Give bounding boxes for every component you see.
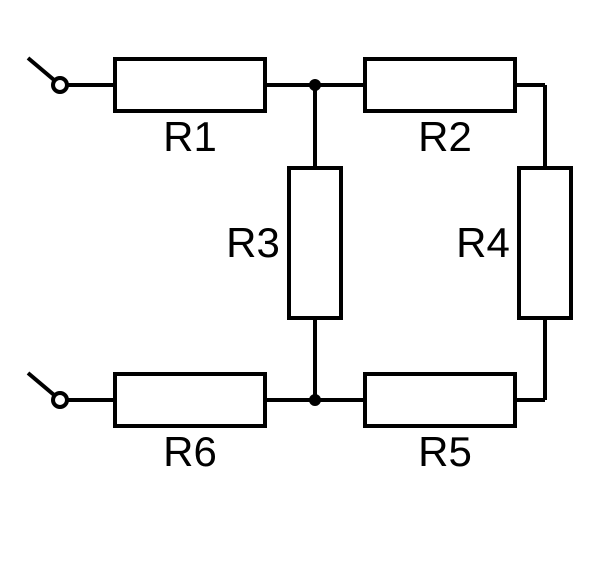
resistor-label-R2: R2 [418,113,472,160]
resistor-R4 [519,168,571,318]
terminal-0 [53,78,67,92]
node-1 [309,394,321,406]
circuit-diagram: R1 R2 R3 R4 R5 R6 [0,0,604,567]
resistor-label-R6: R6 [163,428,217,475]
resistor-R1 [115,59,265,111]
resistor-R2 [365,59,515,111]
resistor-R5 [365,374,515,426]
terminal-1 [53,393,67,407]
resistor-R3 [289,168,341,318]
resistor-R6 [115,374,265,426]
resistor-label-R3: R3 [226,219,280,266]
resistor-label-R1: R1 [163,113,217,160]
node-0 [309,79,321,91]
resistor-label-R5: R5 [418,428,472,475]
resistor-label-R4: R4 [456,219,510,266]
